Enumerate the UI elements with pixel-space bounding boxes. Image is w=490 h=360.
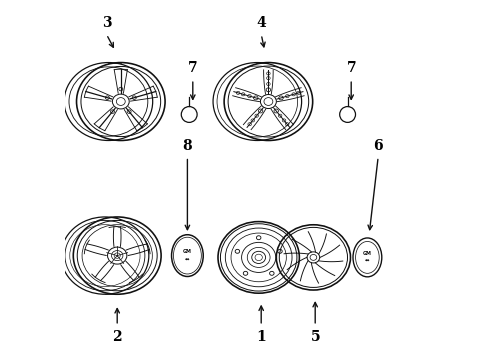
Text: 1: 1: [256, 330, 266, 343]
Text: 2: 2: [112, 330, 122, 343]
Text: 7: 7: [188, 62, 197, 75]
Text: 8: 8: [183, 139, 192, 153]
Text: 6: 6: [373, 139, 383, 153]
Text: GM: GM: [183, 249, 192, 254]
Text: 3: 3: [101, 17, 111, 30]
Text: ◆◆: ◆◆: [365, 259, 370, 263]
Text: 4: 4: [256, 17, 266, 30]
Text: GM: GM: [363, 251, 372, 256]
Text: 5: 5: [310, 330, 320, 343]
Text: ◆◆: ◆◆: [185, 258, 190, 262]
Ellipse shape: [181, 107, 197, 122]
Text: 7: 7: [346, 62, 356, 75]
Ellipse shape: [340, 107, 356, 122]
